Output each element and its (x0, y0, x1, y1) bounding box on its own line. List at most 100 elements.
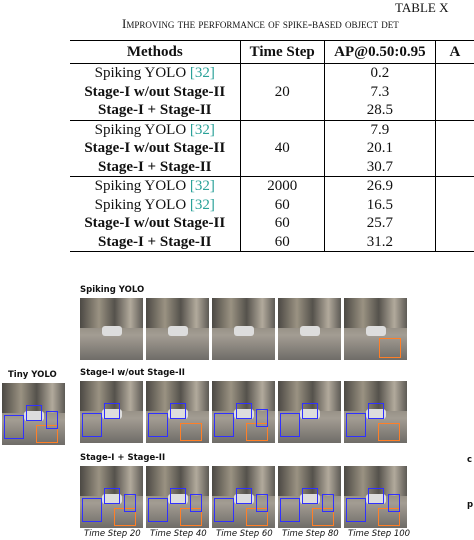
time-step: 40 (240, 119, 325, 177)
ap-value: 7.3 (324, 82, 436, 101)
time-step-label: Time Step 80 (282, 529, 339, 539)
car (234, 326, 254, 336)
background (212, 381, 275, 411)
method-name: Spiking YOLO (94, 121, 187, 138)
method-name: Stage-I + Stage-II (97, 102, 212, 119)
bounding-box (46, 411, 58, 429)
results-table: Methods Time Step AP@0.50:0.95 A Spiking YO… (70, 40, 474, 252)
bounding-box (170, 488, 186, 504)
bounding-box (368, 488, 384, 504)
background (278, 298, 341, 328)
cropped-cell (435, 176, 474, 196)
bounding-box (280, 498, 300, 522)
background (344, 298, 407, 328)
car (300, 494, 320, 504)
ap-value: 0.2 (324, 63, 436, 83)
citation: [32] (189, 178, 215, 195)
column-header: Time Step (240, 40, 325, 64)
table-row: Spiking YOLO [32] 20 0.2 (70, 63, 474, 120)
method-cell: Spiking YOLO [32] (70, 63, 241, 83)
bounding-box (36, 425, 58, 443)
method-name: Spiking YOLO (94, 65, 187, 82)
background (2, 383, 65, 413)
ap-value: 7.9 (324, 119, 436, 139)
citation: [32] (189, 196, 215, 213)
method-name: Spiking YOLO (94, 178, 187, 195)
car (102, 326, 122, 336)
margin-fragment: c (467, 455, 473, 465)
column-header: Methods (70, 40, 241, 64)
bounding-box (368, 403, 384, 419)
detection-image (344, 298, 407, 360)
detection-image (2, 383, 65, 445)
bounding-box (190, 494, 202, 512)
ap-value: 26.9 (324, 176, 436, 196)
bounding-box (256, 494, 268, 512)
ap-value: 28.5 (324, 101, 436, 120)
background (344, 466, 407, 496)
detection-image (278, 381, 341, 443)
table-label: TABLE X (395, 0, 449, 15)
bounding-box (148, 498, 168, 522)
table-row: Spiking YOLO [32] 2000 26.9 (70, 176, 474, 196)
bounding-box (256, 409, 268, 427)
bounding-box (346, 498, 366, 522)
cropped-cell (435, 158, 474, 177)
row-label: Stage-I + Stage-II (80, 453, 166, 463)
row-label: Spiking YOLO (80, 285, 145, 295)
background (80, 381, 143, 411)
bounding-box (124, 494, 136, 512)
detection-image (146, 466, 209, 528)
table-row: Stage-I + Stage-II 30.7 (70, 157, 474, 177)
background (80, 298, 143, 328)
background (146, 381, 209, 411)
bounding-box (236, 403, 252, 419)
method-name: Stage-I + Stage-II (97, 233, 212, 250)
bounding-box (104, 488, 120, 504)
car (300, 409, 320, 419)
method-name: Stage-I + Stage-II (97, 158, 212, 175)
car (366, 494, 386, 504)
margin-fragment: p (467, 500, 474, 510)
car (102, 494, 122, 504)
method-name: Stage-I w/out Stage-II (84, 215, 226, 232)
table-row: Stage-I w/out Stage-II 20.1 (70, 139, 474, 158)
bounding-box (214, 413, 234, 437)
bounding-box (378, 508, 400, 526)
table-row: Spiking YOLO [32] 40 7.9 (70, 119, 474, 177)
car (234, 494, 254, 504)
bounding-box (379, 338, 401, 358)
method-cell: Spiking YOLO [32] (70, 119, 241, 139)
background (80, 466, 143, 496)
car (234, 409, 254, 419)
detection-image (146, 381, 209, 443)
bounding-box (114, 508, 136, 526)
bounding-box (170, 403, 186, 419)
detection-image (80, 466, 143, 528)
bounding-box (246, 423, 268, 441)
bounding-box (104, 403, 120, 419)
bounding-box (4, 415, 24, 439)
car (300, 326, 320, 336)
detection-image (278, 466, 341, 528)
bounding-box (26, 405, 42, 421)
table-title: Improving the performance of spike-based… (122, 16, 399, 31)
time-step: 20 (240, 63, 325, 120)
column-header: AP@0.50:0.95 (324, 40, 436, 64)
bounding-box (180, 423, 202, 441)
car (24, 411, 44, 421)
cropped-cell (435, 83, 474, 102)
car (168, 409, 188, 419)
ap-value: 20.1 (324, 139, 436, 158)
cropped-cell (435, 232, 474, 252)
bounding-box (214, 498, 234, 522)
bounding-box (82, 413, 102, 437)
bounding-box (280, 413, 300, 437)
ap-value: 16.5 (324, 195, 436, 214)
cropped-cell (435, 196, 474, 215)
detection-image (146, 298, 209, 360)
car (168, 326, 188, 336)
detection-image (278, 298, 341, 360)
bounding-box (246, 508, 268, 526)
